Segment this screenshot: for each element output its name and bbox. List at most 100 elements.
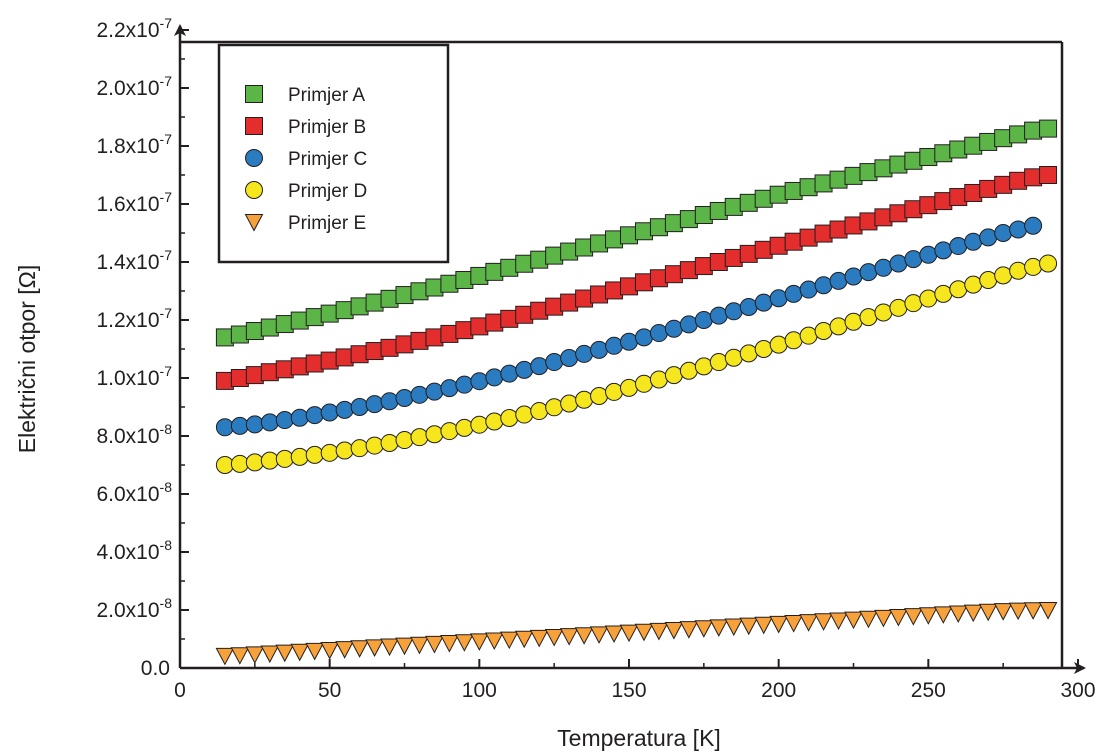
data-point <box>604 625 624 644</box>
data-point <box>380 638 399 657</box>
data-point <box>874 303 893 322</box>
data-point <box>934 192 953 211</box>
data-point <box>844 267 863 286</box>
data-point <box>859 610 878 629</box>
legend-marker <box>245 149 263 167</box>
data-point <box>724 197 743 216</box>
data-point <box>724 302 743 321</box>
data-point <box>335 301 354 320</box>
legend-item: Primjer A <box>245 85 365 106</box>
data-point <box>620 332 638 351</box>
data-point <box>1009 171 1028 190</box>
data-point <box>679 361 698 380</box>
legend: Primjer A Primjer B Primjer C Primjer D Prim… <box>217 43 450 264</box>
data-point <box>739 297 758 316</box>
data-point <box>634 328 653 347</box>
data-point <box>350 640 369 658</box>
data-point <box>874 159 893 178</box>
data-point <box>904 151 923 170</box>
data-point <box>634 273 653 292</box>
data-point <box>320 443 339 462</box>
data-point <box>514 630 534 649</box>
data-point <box>290 643 310 662</box>
data-point <box>964 183 983 202</box>
data-point <box>649 269 668 288</box>
data-point <box>395 389 414 408</box>
data-point <box>694 620 714 638</box>
data-point <box>949 188 968 207</box>
data-point <box>949 280 968 299</box>
data-point <box>799 326 818 345</box>
data-point <box>440 635 459 653</box>
data-point <box>829 612 848 631</box>
data-point <box>709 253 728 271</box>
data-point <box>620 378 638 397</box>
data-point <box>1023 602 1043 620</box>
data-point <box>515 360 534 379</box>
data-point <box>574 627 594 645</box>
data-point <box>380 338 399 357</box>
data-point <box>590 285 609 304</box>
data-point <box>230 454 249 473</box>
data-point <box>275 360 294 379</box>
data-point <box>679 315 698 334</box>
data-point <box>1039 119 1058 138</box>
y-tick-label: 0.0 <box>141 657 170 680</box>
data-point <box>1024 216 1043 235</box>
data-point <box>664 319 683 338</box>
data-point <box>335 441 354 460</box>
data-point <box>395 431 414 450</box>
data-point <box>395 637 414 656</box>
data-point <box>260 645 280 664</box>
data-point <box>739 244 758 263</box>
data-point <box>215 418 234 437</box>
data-point <box>934 144 953 163</box>
data-point <box>664 366 683 385</box>
legend-item: Primjer D <box>245 181 367 202</box>
x-tick-label: 300 <box>1060 679 1095 702</box>
data-point <box>919 196 938 215</box>
data-point <box>829 170 848 189</box>
data-point <box>275 449 294 468</box>
x-tick-label: 200 <box>761 679 796 702</box>
data-point <box>305 354 324 373</box>
data-point <box>530 250 549 269</box>
data-point <box>320 304 339 323</box>
data-point <box>500 364 519 383</box>
data-point <box>769 335 788 354</box>
data-point <box>290 447 309 466</box>
data-point <box>859 308 878 327</box>
data-point <box>365 293 384 312</box>
data-point <box>859 263 878 282</box>
data-point <box>470 633 489 651</box>
legend-label: Primjer D <box>288 181 367 202</box>
data-point <box>410 636 429 655</box>
data-point <box>245 415 264 434</box>
data-point <box>470 266 489 285</box>
data-point <box>784 331 803 350</box>
data-point <box>993 603 1013 621</box>
data-point <box>889 298 908 317</box>
data-point <box>590 234 609 253</box>
data-point <box>709 306 728 325</box>
data-point <box>933 606 953 624</box>
data-point <box>245 646 265 664</box>
data-point <box>904 608 923 626</box>
data-point <box>963 604 983 623</box>
data-point <box>485 262 504 281</box>
data-point <box>455 375 474 394</box>
data-point <box>709 201 728 220</box>
data-point <box>365 395 384 414</box>
data-point <box>275 315 294 334</box>
x-tick-label: 0 <box>174 679 186 702</box>
x-tick-label: 50 <box>318 679 341 702</box>
data-point <box>874 208 893 227</box>
data-point <box>545 297 564 316</box>
data-point <box>634 623 654 642</box>
data-point <box>1009 261 1028 280</box>
data-point <box>994 266 1013 285</box>
data-point <box>649 324 668 343</box>
data-point <box>290 357 309 376</box>
data-point <box>350 398 369 416</box>
data-point <box>560 242 579 261</box>
